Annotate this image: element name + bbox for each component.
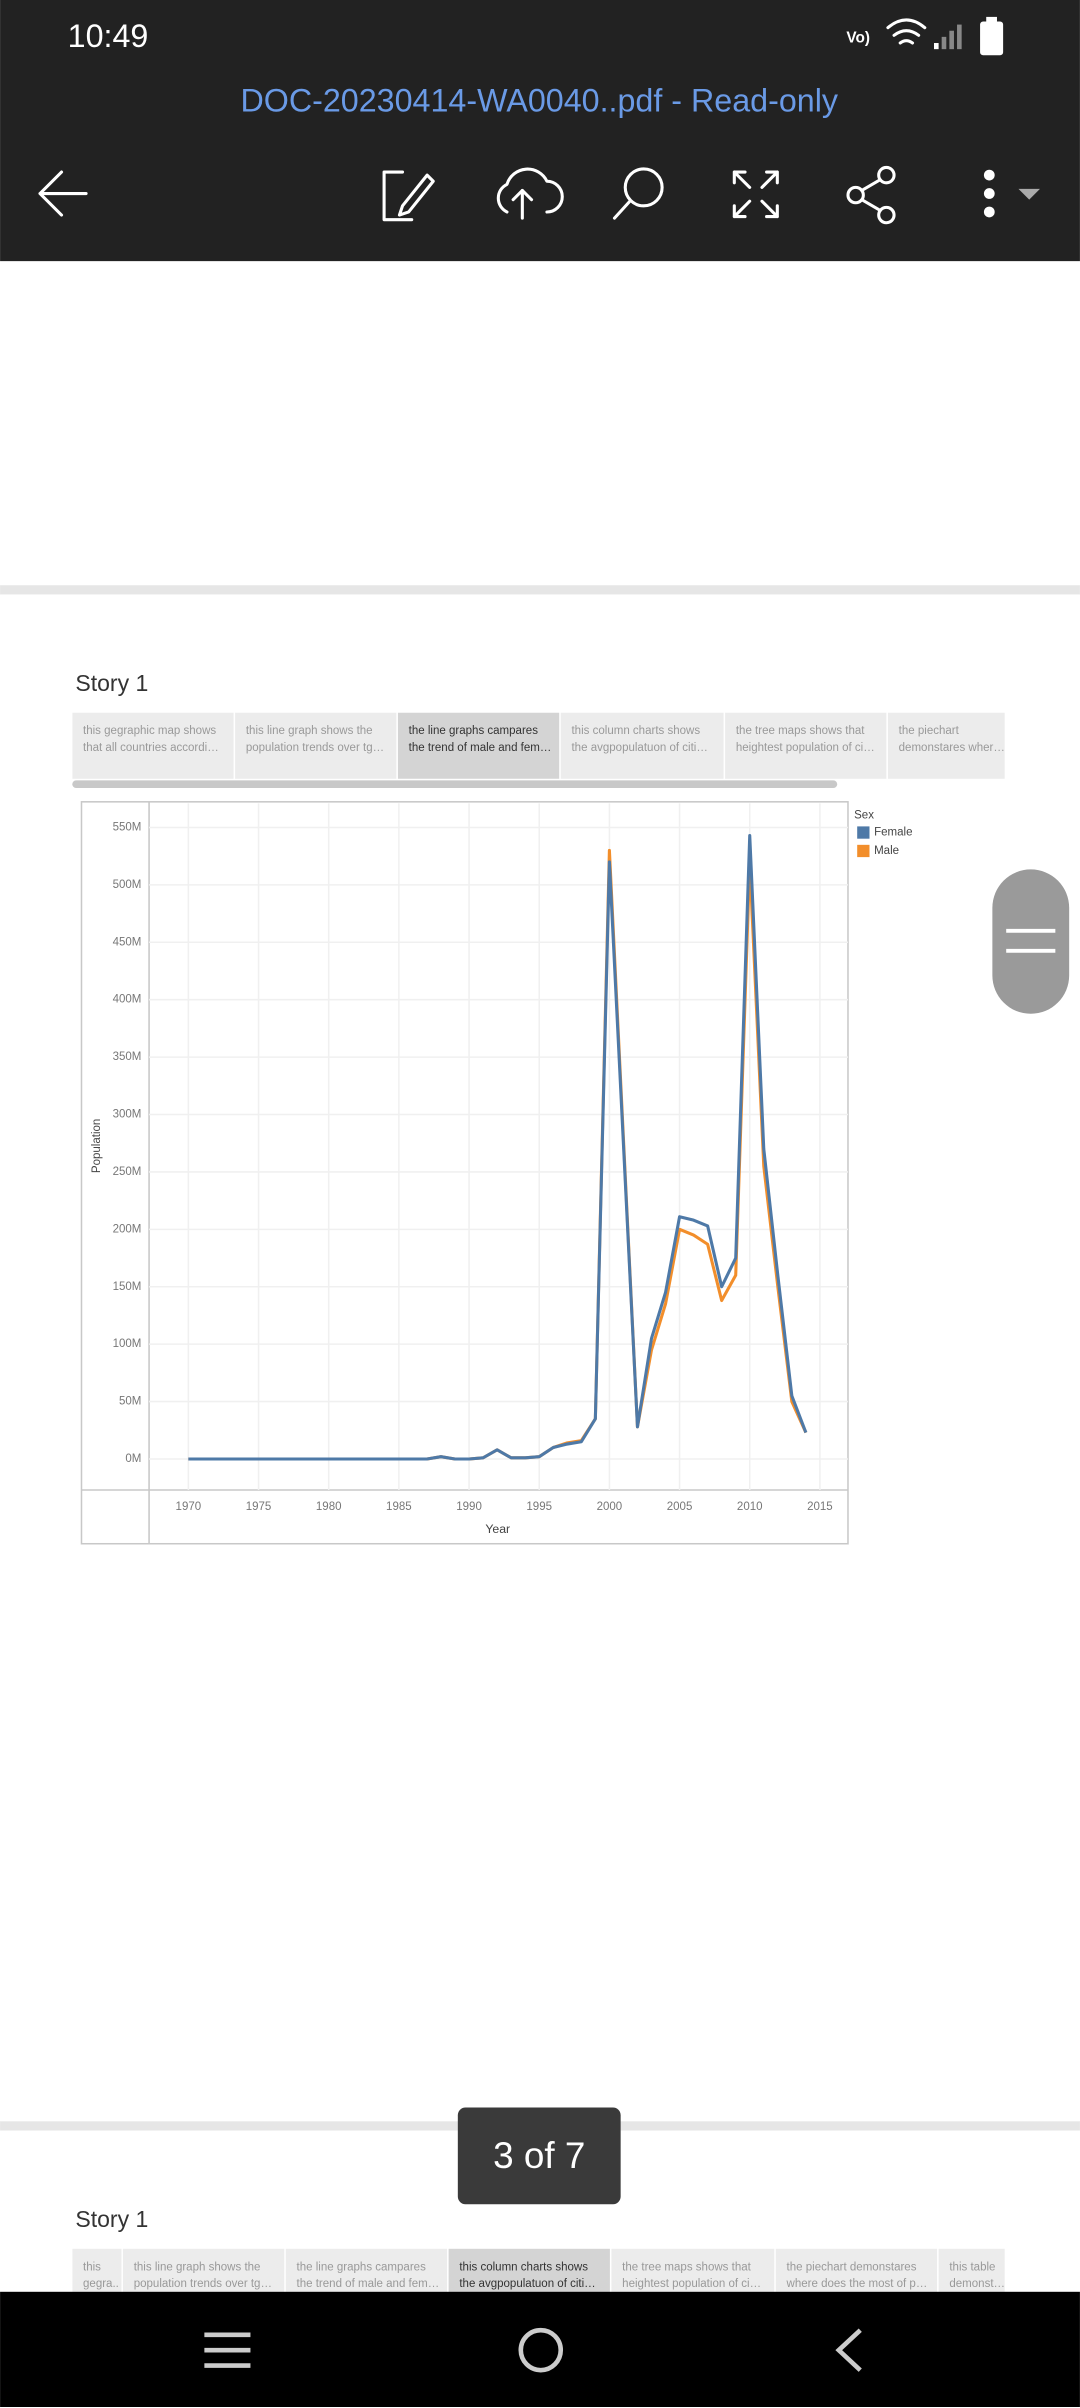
scroll-handle[interactable]: [992, 869, 1070, 1014]
document-title: DOC-20230414-WA0040..pdf - Read-only: [240, 82, 838, 118]
tab-text: the avgpopulatuon of citi…: [571, 742, 707, 754]
search-button[interactable]: [612, 167, 664, 220]
tab-background: [397, 712, 560, 779]
y-tick-label: 550M: [113, 822, 142, 834]
tab-text: this table: [949, 2261, 995, 2273]
svg-text:Vo): Vo): [846, 29, 870, 46]
edit-button[interactable]: [382, 170, 435, 222]
tab-text: the line graphs campares: [297, 2261, 427, 2273]
status-icons: Vo): [846, 16, 1004, 56]
back-button[interactable]: [38, 170, 88, 217]
tab-background: [72, 712, 234, 779]
y-tick-label: 500M: [113, 879, 142, 891]
upload-button[interactable]: [496, 167, 564, 220]
y-tick-label: 350M: [113, 1051, 142, 1063]
story-tab[interactable]: the piechart demonstares wher…: [887, 712, 1005, 779]
tab-text: the trend of male and fem…: [297, 2278, 440, 2290]
story-tabs: this gegraphic map shows that all countri…: [72, 712, 1005, 779]
tab-text: this column charts shows: [571, 725, 700, 737]
x-tick-label: 1980: [316, 1501, 342, 1513]
x-tick-label: 1985: [386, 1501, 412, 1513]
y-tick-label: 150M: [113, 1281, 142, 1293]
tab-text: the trend of male and fem…: [409, 742, 552, 754]
y-tick-label: 250M: [113, 1166, 142, 1178]
y-axis-label: Population: [91, 1119, 103, 1173]
tab-background: [887, 712, 1005, 779]
recents-button[interactable]: [204, 2332, 251, 2368]
page-separator: [0, 585, 1080, 595]
legend-swatch: [857, 844, 870, 858]
y-tick-label: 200M: [113, 1223, 142, 1235]
x-tick-label: 1975: [246, 1501, 272, 1513]
story-title: Story 1: [75, 670, 148, 696]
legend-label: Female: [874, 827, 912, 839]
page-indicator-text: 3 of 7: [493, 2135, 585, 2176]
story-tab[interactable]: this line graph shows the population tren…: [235, 712, 397, 779]
legend-title: Sex: [854, 810, 874, 822]
legend-swatch: [857, 826, 870, 839]
tab-background: [235, 712, 397, 779]
navigation-bar: [0, 2291, 1080, 2407]
nav-back-button[interactable]: [835, 2328, 862, 2372]
more-button[interactable]: [983, 169, 1040, 218]
tab-text: this line graph shows the: [246, 725, 373, 737]
y-tick-label: 100M: [113, 1338, 142, 1350]
y-tick-label: 400M: [113, 994, 142, 1006]
legend-label: Male: [874, 845, 899, 857]
share-button[interactable]: [846, 165, 896, 225]
x-tick-label: 1995: [526, 1501, 552, 1513]
story-title: Story 1: [75, 2206, 148, 2232]
tab-text: the tree maps shows that: [622, 2261, 751, 2273]
line-chart: 0M 50M 100M 150M 200M 250M 300M 350M 400M 450M 500…: [113, 803, 848, 1513]
tab-text: demonstares wher…: [899, 742, 1005, 754]
tab-text: the tree maps shows that: [736, 725, 865, 737]
story-tab[interactable]: the line graphs campares the trend of mal…: [397, 712, 560, 779]
tab-text: heightest population of ci…: [622, 2278, 761, 2290]
x-tick-label: 2010: [737, 1501, 763, 1513]
story-tab[interactable]: this gegraphic map shows that all countri…: [72, 712, 234, 779]
y-tick-label: 50M: [119, 1396, 141, 1408]
story-tab[interactable]: this column charts shows the avgpopulatuo…: [560, 712, 724, 779]
tab-text: the avgpopulatuon of citi…: [459, 2278, 595, 2290]
tab-text: gegra..: [83, 2278, 119, 2290]
chart-frame: [80, 801, 849, 1545]
series-line: [188, 833, 808, 1461]
tab-text: the line graphs campares: [409, 725, 539, 737]
tab-text: that all countries accordi…: [83, 742, 219, 754]
story-tab[interactable]: the tree maps shows that heightest popula…: [725, 712, 887, 779]
page-indicator: [457, 2107, 621, 2205]
clock: 10:49: [68, 18, 149, 54]
tab-text: this column charts shows: [459, 2261, 588, 2273]
x-tick-label: 1990: [456, 1501, 482, 1513]
tab-background: [560, 712, 724, 779]
app-bar: [0, 0, 1080, 262]
home-button[interactable]: [518, 2327, 564, 2373]
x-tick-label: 2000: [597, 1501, 623, 1513]
fullscreen-button[interactable]: [732, 170, 779, 219]
x-tick-label: 2015: [807, 1501, 833, 1513]
tab-text: heightest population of ci…: [736, 742, 875, 754]
tab-text: population trends over tg…: [134, 2278, 272, 2290]
tab-text: where does the most of p…: [786, 2278, 928, 2290]
tab-text: demonst…: [949, 2278, 1005, 2290]
tab-background: [725, 712, 887, 779]
tab-text: this gegraphic map shows: [83, 725, 216, 737]
y-tick-label: 450M: [113, 936, 142, 948]
tab-text: the piechart: [899, 725, 960, 737]
tab-text: population trends over tg…: [246, 742, 384, 754]
y-tick-label: 0M: [125, 1453, 141, 1465]
tab-text: this: [83, 2261, 101, 2273]
x-tick-label: 1970: [176, 1501, 202, 1513]
x-tick-label: 2005: [667, 1501, 693, 1513]
scrollbar: [72, 780, 838, 788]
tab-text: this line graph shows the: [134, 2261, 261, 2273]
y-tick-label: 300M: [113, 1109, 142, 1121]
x-axis-label: Year: [485, 1522, 510, 1536]
tab-text: the piechart demonstares: [787, 2261, 917, 2273]
